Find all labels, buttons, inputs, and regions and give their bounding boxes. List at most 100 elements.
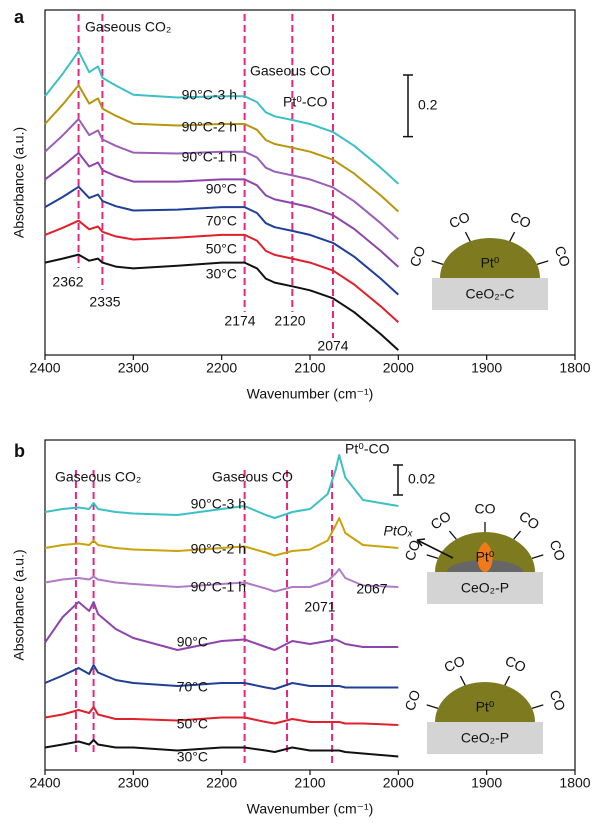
ligand-label: CO bbox=[406, 244, 428, 269]
metal-label: Pt⁰ bbox=[476, 549, 495, 565]
ligand-label: CO bbox=[427, 508, 453, 533]
x-tick-label: 2400 bbox=[29, 775, 60, 791]
spectrum bbox=[44, 118, 399, 240]
x-tick-label: 2000 bbox=[383, 360, 414, 376]
catalyst-inset: Pt⁰ CeO₂-C CO CO CO CO bbox=[406, 208, 574, 310]
bond bbox=[531, 704, 544, 709]
bond bbox=[513, 530, 522, 540]
bond bbox=[426, 554, 439, 559]
ligand-label: CO bbox=[475, 501, 496, 517]
spectrum bbox=[44, 454, 399, 519]
spectrum bbox=[44, 50, 399, 185]
spectrum bbox=[44, 601, 399, 651]
panel-label: b bbox=[14, 441, 25, 461]
annotation: Gaseous CO₂ bbox=[85, 19, 171, 35]
spectrum bbox=[44, 219, 399, 324]
bond bbox=[509, 231, 516, 242]
pt-oxide bbox=[477, 542, 493, 572]
series-label: 90°C-2 h bbox=[182, 119, 237, 135]
bond bbox=[464, 231, 471, 242]
spectrum bbox=[44, 253, 399, 351]
annotation: Gaseous CO bbox=[250, 63, 331, 79]
ligand-label: CO bbox=[442, 652, 468, 675]
series-label: 50°C bbox=[177, 716, 208, 732]
x-tick-label: 2200 bbox=[206, 775, 237, 791]
bond bbox=[431, 260, 444, 265]
ligand-label: CO bbox=[447, 208, 473, 231]
annotation: Pt⁰-CO bbox=[345, 441, 390, 457]
spectrum bbox=[44, 151, 399, 268]
bond bbox=[459, 675, 466, 686]
annotation: Gaseous CO bbox=[212, 469, 293, 485]
x-tick-label: 1800 bbox=[559, 775, 590, 791]
y-axis-label: Absorbance (a.u.) bbox=[11, 127, 27, 238]
spectrum bbox=[44, 84, 399, 213]
series-label: 50°C bbox=[206, 241, 237, 257]
spectrum bbox=[44, 185, 399, 296]
scale-bar bbox=[393, 464, 403, 496]
metal-label: Pt⁰ bbox=[476, 699, 495, 715]
ligand-label: CO bbox=[547, 538, 569, 563]
series-label: 30°C bbox=[177, 749, 208, 765]
support-label: CeO₂-P bbox=[461, 580, 509, 596]
x-tick-label: 2300 bbox=[118, 775, 149, 791]
released-species: PtOₓ bbox=[384, 523, 413, 539]
spectrum bbox=[44, 739, 399, 758]
support bbox=[427, 572, 543, 604]
scale-bar-label: 0.02 bbox=[408, 471, 435, 487]
panel-label: a bbox=[14, 7, 25, 27]
ligand-label: CO bbox=[401, 688, 423, 713]
x-axis-label: Wavenumber (cm⁻¹) bbox=[247, 801, 374, 817]
peak-label: 2362 bbox=[52, 274, 83, 290]
scale-bar bbox=[403, 74, 413, 138]
ligand-label: CO bbox=[516, 508, 542, 533]
spectrum bbox=[44, 517, 399, 557]
series-label: 90°C-1 h bbox=[182, 149, 237, 165]
release-arrow bbox=[416, 538, 454, 559]
catalyst-inset: Pt⁰ CeO₂-P CO CO CO CO bbox=[401, 652, 569, 754]
series-label: 90°C-2 h bbox=[191, 541, 246, 557]
bond bbox=[504, 675, 511, 686]
peak-label: 2174 bbox=[224, 313, 255, 329]
peak-label: 2120 bbox=[274, 313, 305, 329]
x-tick-label: 1900 bbox=[471, 775, 502, 791]
series-label: 70°C bbox=[177, 679, 208, 695]
x-tick-label: 2100 bbox=[294, 775, 325, 791]
spectrum bbox=[44, 706, 399, 726]
metal-particle bbox=[435, 682, 535, 722]
series-label: 90°C-3 h bbox=[191, 496, 246, 512]
bond bbox=[448, 530, 457, 540]
series-label: 90°C-3 h bbox=[182, 87, 237, 103]
ligand-label: CO bbox=[552, 244, 574, 269]
peak-label: 2074 bbox=[317, 338, 348, 354]
support-label: CeO₂-C bbox=[466, 286, 515, 302]
bond bbox=[426, 704, 439, 709]
bond bbox=[531, 554, 544, 559]
peak-label: 2335 bbox=[89, 294, 120, 310]
x-tick-label: 2200 bbox=[206, 360, 237, 376]
peak-label: 2071 bbox=[304, 599, 335, 615]
x-tick-label: 2000 bbox=[383, 775, 414, 791]
x-tick-label: 1900 bbox=[471, 360, 502, 376]
support bbox=[427, 722, 543, 754]
support-label: CeO₂-P bbox=[461, 730, 509, 746]
ligand-label: CO bbox=[508, 208, 534, 231]
annotation: Pt⁰-CO bbox=[283, 94, 328, 110]
scale-bar-label: 0.2 bbox=[418, 97, 438, 113]
series-label: 90°C bbox=[206, 181, 237, 197]
x-axis-label: Wavenumber (cm⁻¹) bbox=[247, 386, 374, 402]
metal-label: Pt⁰ bbox=[481, 255, 500, 271]
x-tick-label: 2400 bbox=[29, 360, 60, 376]
bond bbox=[536, 260, 549, 265]
x-tick-label: 1800 bbox=[559, 360, 590, 376]
x-tick-label: 2300 bbox=[118, 360, 149, 376]
spectrum bbox=[44, 664, 399, 690]
series-label: 90°C-1 h bbox=[191, 579, 246, 595]
series-label: 30°C bbox=[206, 266, 237, 282]
ligand-label: CO bbox=[503, 652, 529, 675]
ligand-label: CO bbox=[401, 538, 423, 563]
series-label: 70°C bbox=[206, 213, 237, 229]
x-tick-label: 2100 bbox=[294, 360, 325, 376]
